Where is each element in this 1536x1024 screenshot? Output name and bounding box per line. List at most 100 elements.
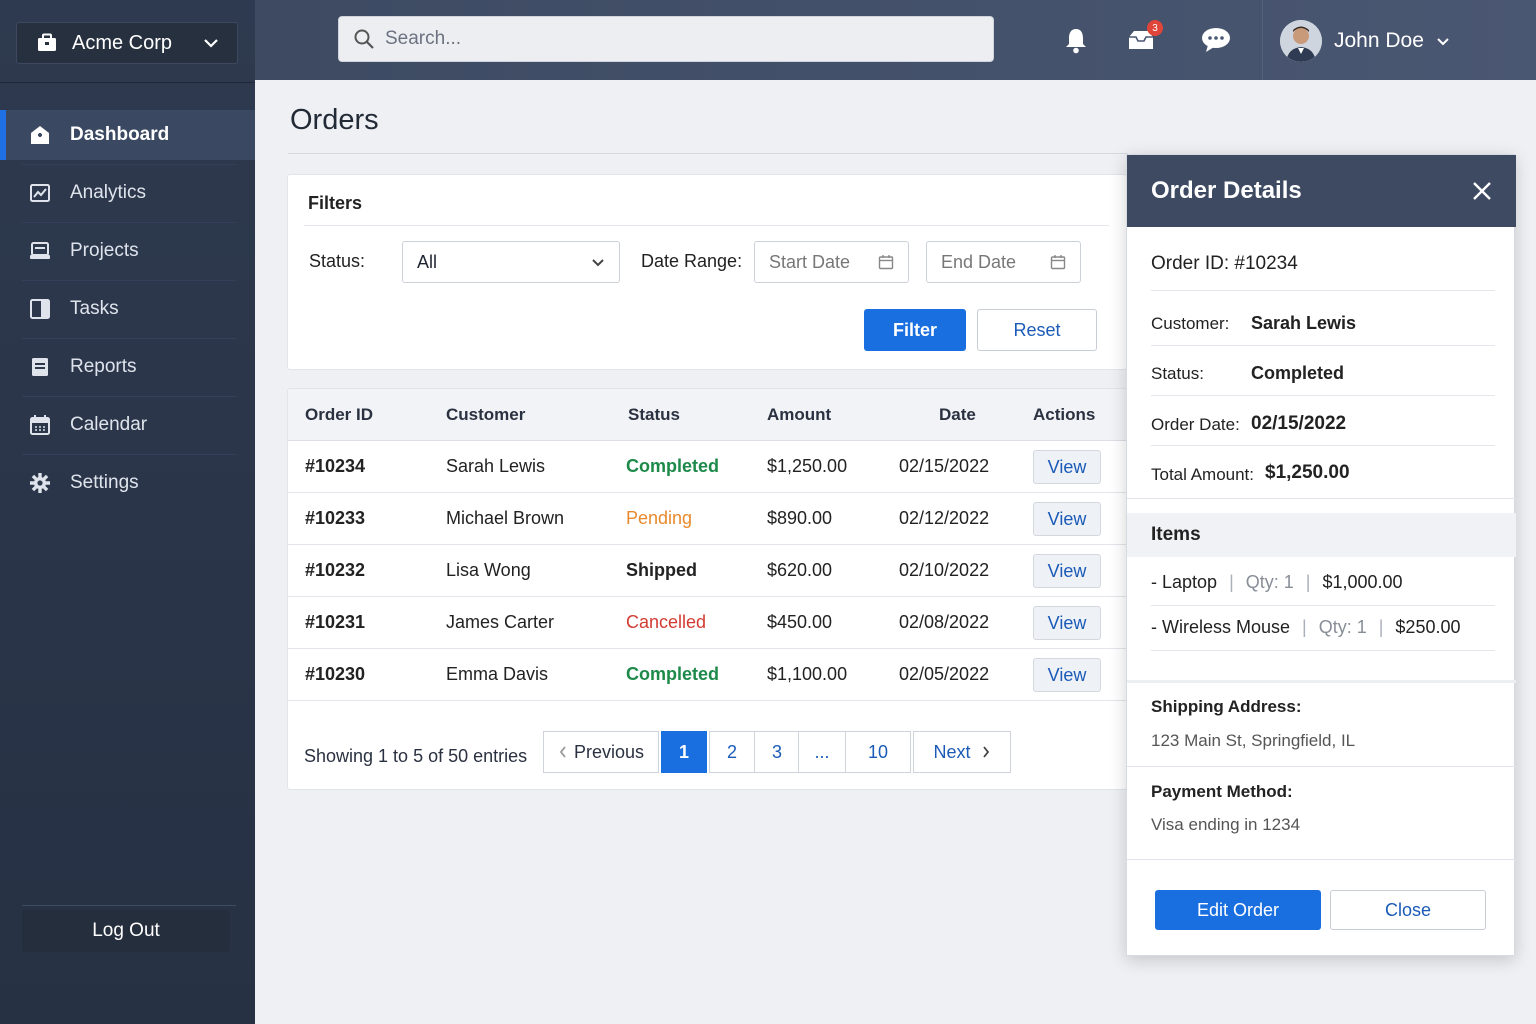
edit-order-button[interactable]: Edit Order [1155, 890, 1321, 930]
order-item: - Laptop | Qty: 1 | $1,000.00 [1151, 572, 1403, 593]
shipping-label: Shipping Address: [1151, 697, 1302, 716]
item-name: - Wireless Mouse [1151, 617, 1291, 637]
items-heading: Items [1127, 513, 1516, 557]
gear-icon [28, 471, 52, 495]
chat-button[interactable] [1200, 24, 1232, 56]
filters-heading: Filters [308, 193, 363, 213]
close-icon[interactable] [1472, 181, 1492, 201]
reset-button[interactable]: Reset [977, 309, 1097, 351]
date-cell: 02/10/2022 [899, 560, 990, 580]
item-divider [1151, 650, 1495, 651]
table-row: #10231 James Carter Cancelled $450.00 02… [288, 597, 1126, 649]
view-button[interactable]: View [1033, 606, 1101, 640]
user-divider [1262, 0, 1263, 80]
filters-divider [304, 225, 1109, 226]
previous-page-button[interactable]: Previous [543, 731, 659, 773]
customer-label: Customer: [1151, 314, 1230, 333]
item-qty: Qty: 1 [1245, 572, 1294, 592]
amount-cell: $890.00 [767, 508, 833, 528]
table-row: #10233 Michael Brown Pending $890.00 02/… [288, 493, 1126, 545]
end-date-placeholder: End Date [941, 251, 1017, 272]
shipping-value: 123 Main St, Springfield, IL [1151, 731, 1356, 750]
start-date-field[interactable]: Start Date [754, 241, 909, 283]
chevron-left-icon [559, 746, 566, 758]
item-price: $1,000.00 [1322, 572, 1403, 592]
status-label: Status: [1151, 364, 1204, 383]
customer-cell: Sarah Lewis [446, 456, 546, 476]
bell-icon [1066, 29, 1086, 54]
notifications-button[interactable] [1060, 24, 1092, 56]
order-date-label: Order Date: [1151, 415, 1240, 434]
section-divider [1127, 766, 1516, 767]
status-value: Completed [1251, 363, 1345, 383]
page-ellipsis: ... [798, 731, 846, 773]
sidebar-item-tasks[interactable]: Tasks [0, 284, 255, 339]
end-date-field[interactable]: End Date [926, 241, 1081, 283]
payment-value: Visa ending in 1234 [1151, 815, 1301, 834]
page-button-1[interactable]: 1 [661, 731, 707, 773]
messages-button[interactable]: 3 [1125, 20, 1163, 56]
page-button-2[interactable]: 2 [709, 731, 755, 773]
order-id-text: Order ID: #10234 [1151, 253, 1298, 274]
item-name: - Laptop [1151, 572, 1218, 592]
chevron-down-icon [592, 258, 604, 266]
search-icon [354, 29, 374, 49]
next-page-button[interactable]: Next [913, 731, 1011, 773]
table-header: Order ID Customer Status Amount Date Act… [288, 389, 1126, 441]
sidebar-item-settings[interactable]: Settings [0, 458, 255, 508]
status-cell: Shipped [626, 560, 697, 580]
date-cell: 02/15/2022 [899, 456, 990, 476]
start-date-placeholder: Start Date [769, 251, 851, 272]
table-row: #10234 Sarah Lewis Completed $1,250.00 0… [288, 441, 1126, 493]
company-switcher[interactable]: Acme Corp [16, 22, 238, 64]
orders-table: Order ID Customer Status Amount Date Act… [287, 388, 1127, 790]
chevron-right-icon [982, 746, 989, 758]
user-name: John Doe [1334, 29, 1424, 52]
sidebar-item-label: Reports [70, 356, 137, 377]
order-date-row: Order Date: 02/15/2022 [1151, 396, 1495, 446]
customer-row: Customer: Sarah Lewis [1151, 291, 1495, 346]
user-menu[interactable]: John Doe [1280, 20, 1450, 62]
status-cell: Pending [626, 508, 693, 528]
column-header-date: Date [939, 405, 976, 424]
filter-button[interactable]: Filter [864, 309, 966, 351]
search-box[interactable] [338, 16, 994, 62]
view-button[interactable]: View [1033, 502, 1101, 536]
view-button[interactable]: View [1033, 450, 1101, 484]
sidebar-item-label: Settings [70, 472, 139, 493]
sidebar-item-projects[interactable]: Projects [0, 226, 255, 281]
entries-count: Showing 1 to 5 of 50 entries [304, 746, 528, 766]
total-value: $1,250.00 [1265, 462, 1350, 483]
dashboard-icon [28, 123, 52, 147]
page-button-3[interactable]: 3 [754, 731, 800, 773]
avatar [1280, 20, 1322, 62]
customer-cell: Lisa Wong [446, 560, 531, 580]
order-id-row: Order ID: #10234 [1151, 227, 1495, 291]
top-bar: 3 John Doe [255, 0, 1536, 80]
column-header-actions: Actions [1033, 405, 1096, 424]
section-divider [1127, 680, 1516, 683]
sidebar-item-reports[interactable]: Reports [0, 342, 255, 397]
customer-cell: Michael Brown [446, 508, 565, 528]
page-button-10[interactable]: 10 [845, 731, 911, 773]
title-divider [288, 153, 1128, 154]
sidebar-item-dashboard[interactable]: Dashboard [0, 110, 255, 165]
previous-label: Previous [573, 741, 645, 762]
sidebar-item-calendar[interactable]: Calendar [0, 400, 255, 455]
item-separator: | [1305, 572, 1311, 592]
sidebar-item-analytics[interactable]: Analytics [0, 168, 255, 223]
logout-divider [22, 905, 236, 906]
search-input[interactable] [385, 28, 945, 50]
order-id-cell: #10233 [305, 508, 366, 528]
item-divider [1151, 605, 1495, 606]
view-button[interactable]: View [1033, 554, 1101, 588]
item-qty: Qty: 1 [1318, 617, 1367, 637]
item-separator: | [1378, 617, 1384, 637]
date-cell: 02/08/2022 [899, 612, 990, 632]
logout-button[interactable]: Log Out [22, 910, 230, 952]
view-button[interactable]: View [1033, 658, 1101, 692]
status-select[interactable]: All [402, 241, 620, 283]
close-button[interactable]: Close [1330, 890, 1486, 930]
item-separator: | [1302, 617, 1307, 637]
column-header-customer: Customer [446, 405, 526, 424]
